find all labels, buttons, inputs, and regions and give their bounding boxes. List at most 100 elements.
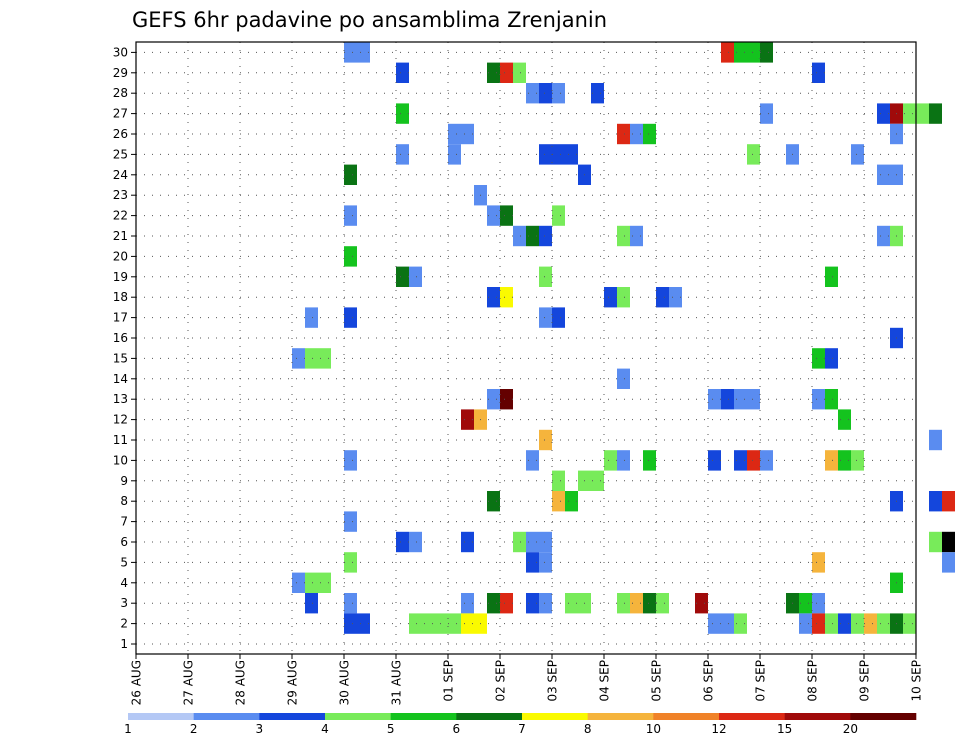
precip-cell [851,613,864,634]
colorbar-label: 4 [321,722,329,736]
precip-cell [409,266,422,287]
precip-cell [760,103,773,124]
precip-cell [812,613,825,634]
y-tick-label: 18 [113,290,128,304]
precip-cell [669,287,682,308]
precip-cell [617,123,630,145]
precip-cell [448,613,461,634]
precip-cell [630,225,643,247]
y-tick-label: 29 [113,66,128,80]
precip-cell [500,593,513,614]
precip-cell [721,389,734,410]
colorbar-label: 7 [518,722,526,736]
precip-cell [344,450,357,471]
precip-cell [539,83,552,104]
colorbar-label: 1 [124,722,132,736]
precip-cell [825,450,838,471]
y-tick-label: 14 [113,372,128,386]
colorbar-label: 2 [190,722,198,736]
y-tick-label: 20 [113,249,128,263]
y-tick-label: 22 [113,209,128,223]
y-tick-label: 19 [113,270,128,284]
precip-cell [487,205,500,226]
precipitation-cells [292,42,955,634]
precip-cell [734,389,747,410]
precip-cell [747,389,760,410]
y-tick-label: 13 [113,392,128,406]
x-tick-label: 01 SEP [442,660,456,702]
precip-cell [539,593,552,614]
precip-cell [604,450,617,471]
precip-cell [539,429,552,451]
precip-cell [409,531,422,553]
y-axis: 1234567891011121314151617181920212223242… [113,45,136,651]
precip-cell [825,266,838,287]
precip-cell [461,613,474,634]
precip-cell [526,531,539,553]
precip-cell [552,470,565,491]
precip-cell [734,613,747,634]
precip-cell [929,531,942,553]
precip-cell [747,450,760,471]
y-tick-label: 26 [113,127,128,141]
precip-cell [461,409,474,430]
y-tick-label: 9 [120,474,128,488]
precip-cell [565,593,578,614]
x-tick-label: 29 AUG [286,660,300,705]
precip-cell [617,225,630,247]
x-tick-label: 09 SEP [858,660,872,702]
precip-cell [487,491,500,512]
colorbar-swatch [653,713,720,720]
y-tick-label: 2 [120,617,128,631]
precip-cell [292,572,305,593]
precip-cell [565,491,578,512]
precip-cell [435,613,448,634]
y-tick-label: 16 [113,331,128,345]
precip-cell [903,613,916,634]
precip-cell [643,593,656,614]
precip-cell [461,531,474,553]
colorbar-swatch [193,713,260,720]
precip-cell [708,389,721,410]
precip-cell [825,389,838,410]
precip-cell [422,613,435,634]
precip-cell [591,470,604,491]
precip-cell [487,62,500,83]
y-tick-label: 15 [113,351,128,365]
precip-cell [409,613,422,634]
precip-cell [851,144,864,165]
precip-cell [721,613,734,634]
colorbar-swatch [719,713,785,720]
y-tick-label: 6 [120,535,128,549]
colorbar-label: 5 [387,722,395,736]
colorbar-label: 10 [646,722,661,736]
precip-cell [565,144,578,165]
precip-cell [448,123,461,145]
precip-cell [539,531,552,553]
precip-cell [539,225,552,247]
precip-cell [630,123,643,145]
colorbar-swatch [784,713,851,720]
precip-cell [318,348,331,369]
precip-cell [903,103,916,124]
precip-cell [396,266,409,287]
precip-cell [396,531,409,553]
precip-cell [877,103,890,124]
precip-cell [344,307,357,328]
colorbar-label: 12 [711,722,726,736]
x-tick-label: 08 SEP [806,660,820,702]
precip-cell [526,225,539,247]
colorbar-swatch [128,713,194,720]
precip-cell [552,144,565,165]
precip-cell [851,450,864,471]
x-tick-label: 05 SEP [650,660,664,702]
x-tick-label: 06 SEP [702,660,716,702]
precip-cell [526,450,539,471]
precip-cell [500,62,513,83]
x-tick-label: 28 AUG [234,660,248,705]
precip-cell [396,62,409,83]
x-tick-label: 02 SEP [494,660,508,702]
precip-cell [617,450,630,471]
precip-cell [929,491,942,512]
